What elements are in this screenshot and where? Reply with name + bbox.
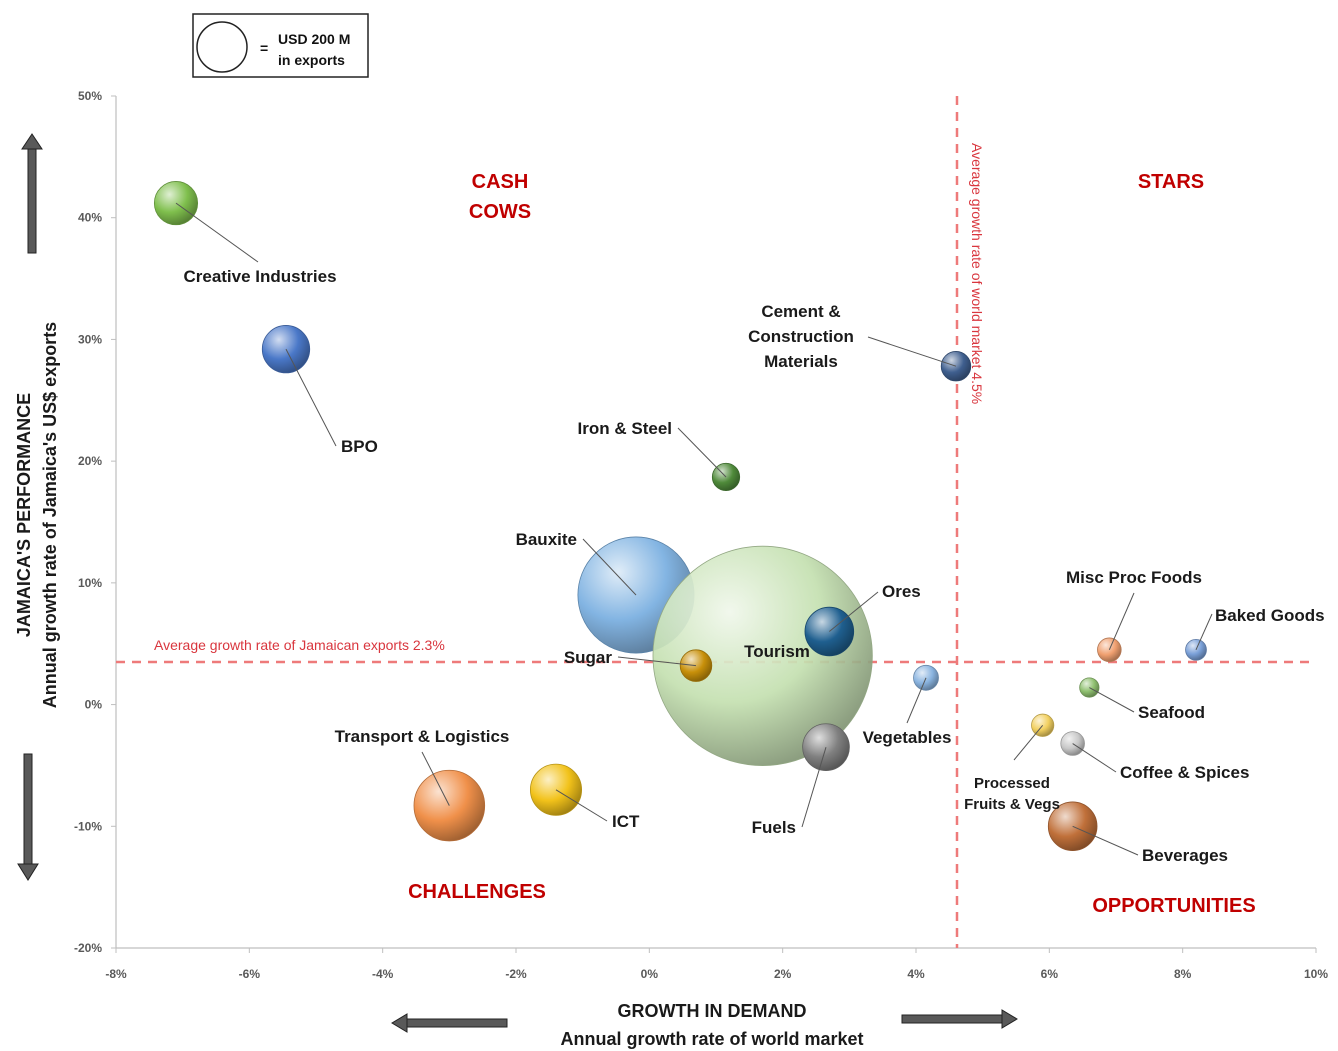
leader-line-ores: [829, 591, 879, 632]
arrow-right-icon: [901, 1009, 1018, 1029]
leader-line-fuels: [801, 747, 827, 828]
label-beverages: Beverages: [1142, 846, 1228, 865]
y-tick-label: 20%: [78, 454, 102, 468]
label-fuels: Fuels: [752, 818, 796, 837]
arrow-left-icon: [391, 1013, 508, 1033]
bubble-tourism: [652, 545, 873, 766]
label-creative-industries: Creative Industries: [183, 267, 336, 286]
horizontal-average-label: Average growth rate of Jamaican exports …: [154, 637, 445, 653]
arrow-up-icon: [21, 133, 43, 254]
x-tick-label: 0%: [641, 967, 659, 981]
x-tick-label: -2%: [505, 967, 527, 981]
arrow-down-icon: [17, 753, 39, 881]
y-tick-label: -20%: [74, 941, 102, 955]
y-tick-label: 50%: [78, 89, 102, 103]
leader-line-processed-fruits-vegs: [1013, 724, 1044, 761]
bubble-seafood: [1079, 677, 1100, 698]
bubble-ores: [804, 606, 855, 657]
x-tick-label: 2%: [774, 967, 792, 981]
leader-line-beverages: [1072, 825, 1139, 856]
label-vegetables: Vegetables: [863, 728, 952, 747]
legend-bubble: [196, 21, 248, 73]
label-baked-goods: Baked Goods: [1215, 606, 1325, 625]
y-tick-label: 30%: [78, 332, 102, 346]
y-axis-title: JAMAICA'S PERFORMANCE: [14, 393, 34, 637]
leader-lines: [175, 202, 1213, 856]
label-bauxite: Bauxite: [516, 530, 577, 549]
leader-line-bpo: [285, 348, 337, 447]
x-tick-label: 8%: [1174, 967, 1192, 981]
reference-lines: Average growth rate of world market 4.5%…: [116, 96, 1312, 948]
label-coffee-spices: Coffee & Spices: [1120, 763, 1249, 782]
y-tick-label: 0%: [85, 698, 103, 712]
leader-line-seafood: [1089, 687, 1135, 713]
bubble-labels: Creative Industries BPO Iron & Steel Cement…: [183, 267, 1324, 865]
quadrant-cash-cows-line1: CASH: [472, 171, 529, 193]
vertical-average-label: Average growth rate of world market 4.5%: [969, 143, 985, 404]
direction-arrows: [17, 133, 1018, 1033]
leader-line-bauxite: [582, 538, 637, 596]
quadrant-cash-cows-line2: COWS: [469, 201, 531, 223]
quadrant-challenges: CHALLENGES: [408, 881, 546, 903]
leader-line-baked-goods: [1195, 613, 1213, 651]
label-ict: ICT: [612, 812, 640, 831]
quadrant-opportunities: OPPORTUNITIES: [1092, 895, 1255, 917]
y-tick-label: 40%: [78, 211, 102, 225]
label-tourism: Tourism: [744, 642, 810, 661]
bubble-fuels: [802, 723, 850, 771]
y-axis-subtitle: Annual growth rate of Jamaica's US$ expo…: [40, 322, 60, 708]
leader-line-misc-proc-foods: [1108, 592, 1135, 650]
legend-line2: in exports: [278, 52, 345, 68]
axis-titles: GROWTH IN DEMAND Annual growth rate of w…: [14, 322, 864, 1049]
leader-line-cement-construction-materials: [867, 336, 957, 367]
bubble-misc-proc-foods: [1097, 637, 1122, 663]
x-ticks: -8% -6% -4% -2% 0% 2% 4% 6% 8% 10%: [105, 948, 1328, 981]
x-tick-label: 4%: [907, 967, 925, 981]
x-tick-label: 6%: [1041, 967, 1059, 981]
legend: = USD 200 M in exports: [192, 13, 369, 78]
label-sugar: Sugar: [564, 648, 613, 667]
quadrant-labels: CASH COWS STARS CHALLENGES OPPORTUNITIES: [408, 171, 1256, 917]
leader-line-sugar: [617, 656, 697, 667]
leader-line-coffee-spices: [1072, 743, 1117, 773]
leader-line-transport-logistics: [421, 751, 450, 806]
leader-line-creative-industries: [175, 202, 259, 263]
label-bpo: BPO: [341, 437, 378, 456]
y-ticks: -20% -10% 0% 10% 20% 30% 40% 50%: [74, 89, 116, 955]
legend-line1: USD 200 M: [278, 31, 350, 47]
quadrant-stars: STARS: [1138, 171, 1204, 193]
label-cement-construction-materials: Cement & Construction Materials: [748, 302, 854, 371]
y-tick-label: 10%: [78, 576, 102, 590]
legend-equals: =: [260, 40, 268, 56]
x-axis-title: GROWTH IN DEMAND: [618, 1001, 807, 1021]
label-ores: Ores: [882, 582, 921, 601]
bubbles: [153, 181, 1207, 852]
x-axis-subtitle: Annual growth rate of world market: [560, 1029, 863, 1049]
y-tick-label: -10%: [74, 819, 102, 833]
x-tick-label: -8%: [105, 967, 127, 981]
label-processed-fruits-vegs: Processed Fruits & Vegs: [964, 775, 1060, 813]
x-tick-label: -6%: [239, 967, 261, 981]
bubble-processed-fruits-vegs: [1031, 713, 1055, 737]
label-seafood: Seafood: [1138, 703, 1205, 722]
label-transport-logistics: Transport & Logistics: [335, 727, 510, 746]
leader-line-iron-steel: [677, 427, 727, 478]
leader-line-ict: [555, 789, 608, 822]
label-misc-proc-foods: Misc Proc Foods: [1066, 568, 1202, 587]
leader-line-vegetables: [906, 677, 927, 724]
axes: -8% -6% -4% -2% 0% 2% 4% 6% 8% 10% -20% -10% 0% 10% 2…: [74, 89, 1328, 981]
label-iron-steel: Iron & Steel: [578, 419, 672, 438]
x-tick-label: -4%: [372, 967, 394, 981]
x-tick-label: 10%: [1304, 967, 1328, 981]
